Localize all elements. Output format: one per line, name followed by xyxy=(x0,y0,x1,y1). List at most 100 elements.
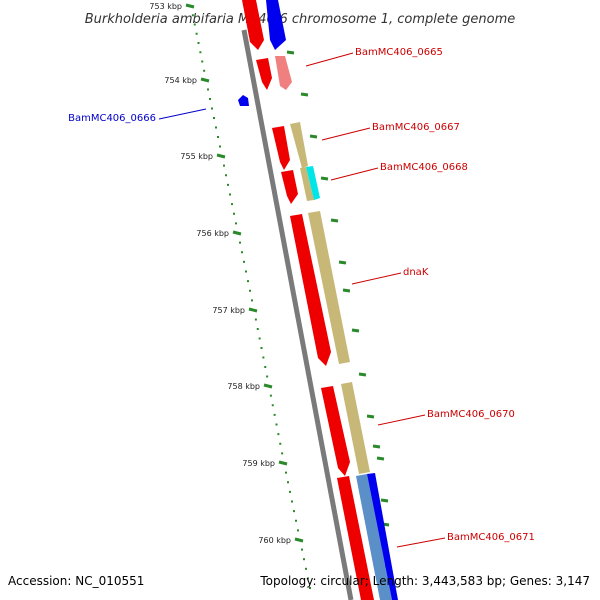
gene-feature-BamMC406_0665[interactable] xyxy=(256,58,272,90)
gene-feature-BamMC406_0671-reverse[interactable] xyxy=(367,473,398,600)
minor-tick xyxy=(231,203,233,206)
minor-tick xyxy=(289,490,291,493)
minor-tick xyxy=(342,288,351,293)
minor-tick xyxy=(286,50,295,55)
gene-feature-forward[interactable] xyxy=(242,0,264,50)
tick-label: 756 kbp xyxy=(196,229,229,238)
minor-tick xyxy=(358,372,367,377)
minor-tick xyxy=(300,92,309,97)
gene-label-leader xyxy=(330,167,379,181)
gene-label-leader xyxy=(351,272,402,285)
gene-feature-BamMC406_0668-product[interactable] xyxy=(300,167,314,201)
gene-feature-dnaK-product[interactable] xyxy=(308,211,350,364)
minor-tick xyxy=(195,32,198,35)
minor-tick xyxy=(303,558,305,561)
major-tick xyxy=(278,460,288,466)
minor-tick xyxy=(271,404,274,407)
minor-tick xyxy=(266,375,269,378)
gene-feature-BamMC406_0671-product[interactable] xyxy=(356,474,392,600)
minor-tick xyxy=(243,260,245,263)
minor-tick xyxy=(330,218,339,223)
gene-feature-BamMC406_0668[interactable] xyxy=(281,170,298,204)
minor-tick xyxy=(193,23,196,26)
minor-tick xyxy=(249,289,251,292)
gene-feature-BamMC406_0670[interactable] xyxy=(321,386,350,476)
major-tick xyxy=(232,230,242,236)
minor-tick xyxy=(219,145,221,148)
gene-feature-BamMC406_0670-product[interactable] xyxy=(341,382,370,474)
minor-tick xyxy=(223,164,225,167)
gene-feature-forward-blue-track[interactable] xyxy=(266,0,286,50)
major-tick xyxy=(185,3,195,9)
minor-tick xyxy=(301,548,303,551)
minor-tick xyxy=(305,567,307,570)
gene-label[interactable]: BamMC406_0665 xyxy=(355,47,443,58)
gene-label-leader xyxy=(396,537,446,548)
minor-tick xyxy=(293,510,295,513)
minor-tick xyxy=(203,69,206,72)
minor-tick xyxy=(320,176,329,181)
major-tick xyxy=(216,153,226,159)
minor-tick xyxy=(251,299,253,302)
minor-tick xyxy=(309,587,311,589)
gene-label[interactable]: BamMC406_0670 xyxy=(427,409,515,420)
gene-label[interactable]: BamMC406_0671 xyxy=(447,532,535,543)
gene-label[interactable]: BamMC406_0666 xyxy=(68,113,156,124)
gene-label[interactable]: BamMC406_0667 xyxy=(372,122,460,133)
gene-feature-BamMC406_0668-alt[interactable] xyxy=(306,166,320,200)
gene-feature-dnaK[interactable] xyxy=(290,214,331,366)
minor-tick xyxy=(227,183,229,186)
minor-tick xyxy=(256,328,259,330)
major-tick-marks xyxy=(185,3,392,569)
tick-label: 755 kbp xyxy=(180,152,213,161)
gene-labels: BamMC406_0665 BamMC406_0666 BamMC406_0667 B… xyxy=(68,47,535,548)
minor-tick xyxy=(262,356,265,359)
minor-tick xyxy=(225,174,227,177)
accession-text: Accession: NC_010551 xyxy=(8,574,145,588)
minor-tick xyxy=(372,444,381,449)
minor-tick xyxy=(239,241,241,244)
minor-tick xyxy=(264,366,267,368)
minor-tick xyxy=(351,328,360,333)
gene-label[interactable]: BamMC406_0668 xyxy=(380,162,468,173)
minor-tick xyxy=(297,529,299,532)
page-title: Burkholderia ambifaria MC40-6 chromosome… xyxy=(85,12,515,27)
tick-label: 757 kbp xyxy=(212,306,245,315)
minor-tick xyxy=(287,481,289,484)
minor-tick xyxy=(201,60,204,63)
minor-tick xyxy=(215,126,217,129)
gene-feature-BamMC406_0665-product[interactable] xyxy=(275,56,292,90)
minor-tick xyxy=(376,456,385,461)
minor-tick xyxy=(211,107,213,110)
minor-tick xyxy=(295,519,297,522)
major-tick xyxy=(248,307,258,313)
chromosome-backbone xyxy=(241,29,354,600)
tick-label: 753 kbp xyxy=(149,2,182,11)
gene-feature-BamMC406_0667[interactable] xyxy=(272,126,290,170)
minor-tick xyxy=(285,471,287,474)
minor-tick xyxy=(245,270,247,273)
gene-label-leader xyxy=(158,108,207,120)
gene-label-leader xyxy=(321,127,371,141)
minor-tick xyxy=(209,98,211,100)
minor-tick-marks xyxy=(191,14,311,589)
minor-tick xyxy=(279,442,282,445)
gene-label-leader xyxy=(377,414,426,426)
minor-tick xyxy=(197,42,200,44)
gene-feature-reverse-small[interactable] xyxy=(238,95,249,106)
gene-label-leader xyxy=(305,52,354,67)
gene-label[interactable]: dnaK xyxy=(403,267,429,278)
minor-tick xyxy=(380,498,389,503)
minor-tick xyxy=(258,337,261,340)
gene-feature-BamMC406_0667-product[interactable] xyxy=(290,122,308,168)
minor-tick xyxy=(247,280,249,283)
minor-tick xyxy=(241,251,243,254)
minor-tick xyxy=(199,51,202,54)
minor-tick xyxy=(277,433,280,436)
major-tick xyxy=(263,383,273,389)
tick-label: 758 kbp xyxy=(227,382,260,391)
minor-tick xyxy=(273,413,276,416)
gene-feature-BamMC406_0671[interactable] xyxy=(337,476,374,600)
minor-tick xyxy=(207,88,209,91)
